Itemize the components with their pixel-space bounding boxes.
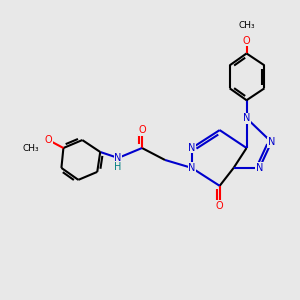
Text: O: O	[243, 35, 250, 46]
Text: N: N	[115, 153, 122, 163]
Text: N: N	[188, 143, 196, 153]
Text: H: H	[115, 162, 122, 172]
Text: N: N	[243, 113, 250, 123]
Text: O: O	[45, 135, 52, 145]
Text: CH₃: CH₃	[238, 21, 255, 30]
Text: CH₃: CH₃	[22, 143, 39, 152]
Text: N: N	[268, 137, 275, 147]
Text: O: O	[216, 201, 224, 211]
Text: N: N	[256, 163, 263, 173]
Text: O: O	[138, 125, 146, 135]
Text: N: N	[188, 163, 196, 173]
